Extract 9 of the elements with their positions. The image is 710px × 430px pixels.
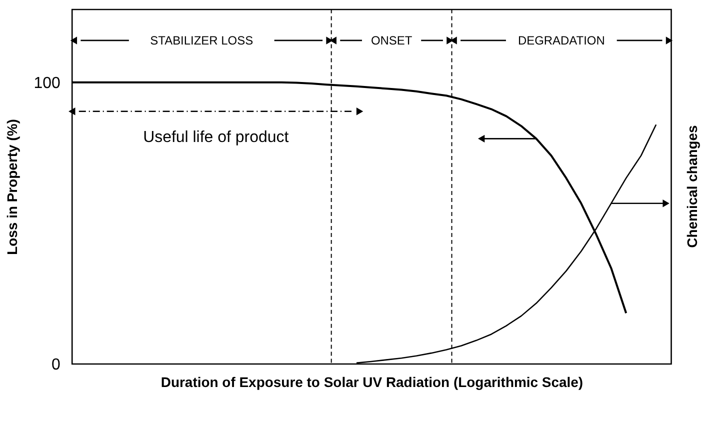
text: Chemical changes — [684, 124, 700, 248]
annotation: Useful life of product — [143, 128, 290, 146]
x-axis-title: Duration of Exposure to Solar UV Radiation (Logarithmic Scale) — [160, 374, 584, 390]
y-tick-label: 100 — [34, 74, 61, 92]
y-axis-title: Loss in Property (%) — [4, 119, 20, 255]
y-tick-label: 0 — [52, 356, 61, 374]
annotation: STABILIZER LOSS — [150, 33, 254, 48]
annotation: ONSET — [370, 33, 413, 48]
annotation: DEGRADATION — [518, 33, 605, 48]
